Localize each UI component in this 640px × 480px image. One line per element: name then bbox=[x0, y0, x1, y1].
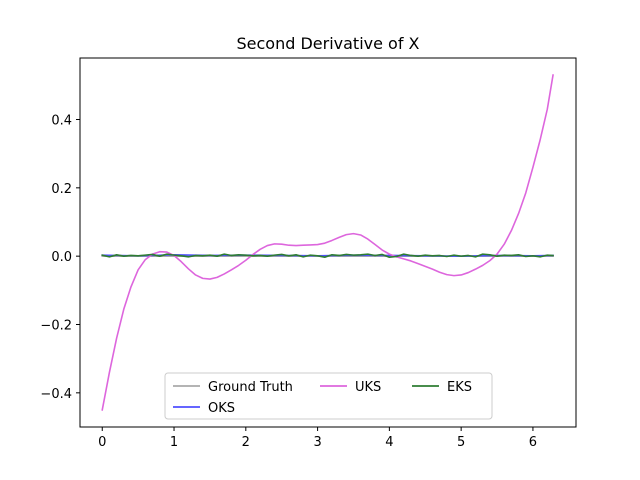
x-tick-label: 3 bbox=[313, 435, 321, 450]
y-tick-label: −0.2 bbox=[40, 319, 72, 334]
x-tick-label: 6 bbox=[529, 435, 537, 450]
legend-box bbox=[164, 372, 493, 420]
series-line-eks bbox=[101, 253, 554, 258]
legend-label-oks: OKS bbox=[208, 401, 235, 416]
legend-label-eks: EKS bbox=[447, 380, 472, 395]
x-tick-label: 5 bbox=[457, 435, 465, 450]
x-tick-label: 1 bbox=[170, 435, 178, 450]
y-tick-label: 0.2 bbox=[51, 182, 72, 197]
plot-frame bbox=[79, 57, 577, 428]
legend: Ground Truth OKS UKS EKS bbox=[164, 372, 493, 420]
axes: 0 1 2 3 4 5 6 −0.4 −0.2 0.0 0.2 0.4 bbox=[40, 57, 577, 450]
legend-label-uks: UKS bbox=[355, 380, 381, 395]
plot-lines bbox=[101, 74, 554, 411]
legend-label-ground-truth: Ground Truth bbox=[208, 380, 293, 395]
y-tick-label: 0.0 bbox=[51, 250, 72, 265]
chart-title: Second Derivative of X bbox=[236, 34, 419, 53]
x-tick-label: 2 bbox=[242, 435, 250, 450]
y-tick-label: 0.4 bbox=[51, 114, 72, 129]
x-tick-label: 0 bbox=[98, 435, 106, 450]
y-tick-label: −0.4 bbox=[40, 387, 72, 402]
series-line-uks bbox=[101, 74, 554, 411]
x-tick-label: 4 bbox=[385, 435, 393, 450]
